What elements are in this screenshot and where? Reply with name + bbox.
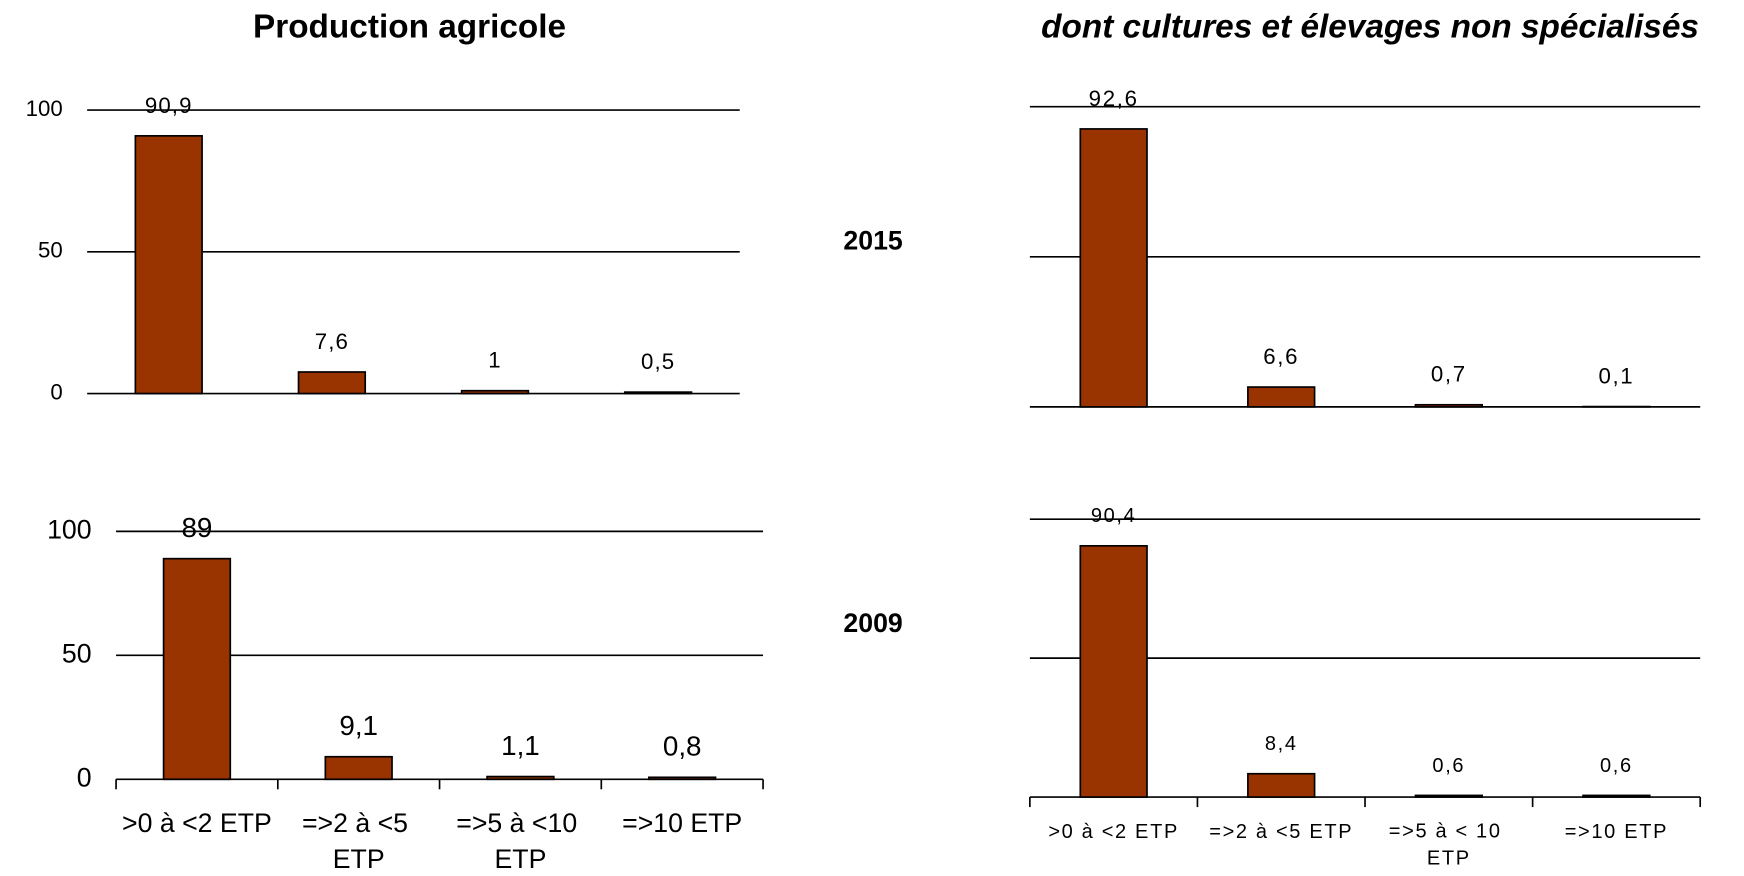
row-label: 2009 [843,608,902,638]
bar [1414,403,1484,408]
column-title: dont cultures et élevages non spécialisé… [1041,9,1699,46]
value-label: 7,6 [315,329,349,354]
bar [647,776,717,781]
bar [1247,772,1316,798]
value-label: 1 [488,348,501,373]
y-tick-label: 100 [47,514,92,544]
x-tick-label: =>2 à <5 ETP [302,808,415,874]
row-label: 2015 [843,225,903,255]
value-label: 1,1 [501,730,540,761]
bar [1582,794,1651,798]
value-label: 90,4 [1091,505,1137,527]
x-tick-label: =>10 ETP [622,808,742,838]
x-tick-label: =>5 à <10 ETP [456,808,584,874]
x-tick-label: =>5 à < 10 ETP [1389,821,1509,870]
y-tick-label: 0 [50,379,62,404]
x-tick-label: >0 à <2 ETP [122,808,272,838]
bar [1247,386,1316,408]
x-tick-label: >0 à <2 ETP [1048,821,1179,843]
column-title: Production agricole [253,9,566,46]
bar [1079,128,1148,408]
value-label: 92,6 [1089,86,1139,111]
bar [1079,544,1148,798]
value-label: 0,1 [1598,364,1634,389]
x-tick-label: =>10 ETP [1565,821,1668,843]
bar [324,755,393,781]
value-label: 6,6 [1263,344,1299,369]
bar [623,391,693,395]
bar [297,371,367,395]
x-tick-label: =>2 à <5 ETP [1209,821,1353,843]
value-label: 0,8 [663,731,702,762]
bar [134,135,203,395]
value-label: 90,9 [145,93,193,118]
bar [486,775,555,781]
y-tick-label: 0 [77,762,92,792]
value-label: 9,1 [339,710,378,741]
value-label: 0,6 [1432,755,1465,777]
value-label: 0,6 [1600,755,1633,777]
y-tick-label: 50 [62,638,92,668]
bar [1414,794,1484,798]
value-label: 8,4 [1265,733,1298,755]
value-label: 0,5 [641,349,675,374]
bar [460,389,530,395]
value-label: 0,7 [1431,362,1467,387]
value-label: 89 [181,512,212,543]
bar [162,557,232,781]
y-tick-label: 100 [26,96,63,121]
y-tick-label: 50 [38,238,63,263]
